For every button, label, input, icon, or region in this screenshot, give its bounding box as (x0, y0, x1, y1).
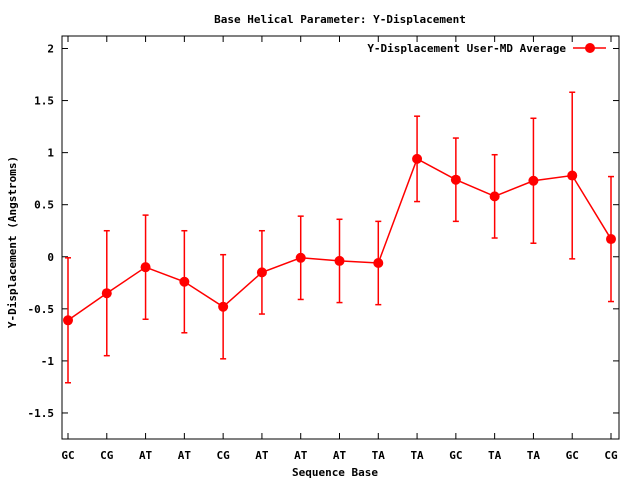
error-bars (65, 91, 614, 384)
x-tick-label: AT (178, 449, 192, 462)
data-point (606, 234, 616, 245)
x-tick-label: GC (566, 449, 579, 462)
data-point (256, 267, 267, 278)
x-axis: GC CG AT AT CG AT AT AT TA TA GC TA TA GC CG (61, 36, 618, 462)
x-tick-label: GC (61, 449, 74, 462)
data-point (528, 175, 539, 186)
x-tick-label: TA (527, 449, 541, 462)
series-line (63, 153, 616, 326)
y-tick-label: 0 (47, 251, 54, 264)
x-tick-label: TA (488, 449, 502, 462)
y-tick-label: -0.5 (28, 303, 55, 316)
x-tick-label: AT (333, 449, 347, 462)
data-point (567, 170, 578, 181)
data-point (450, 174, 461, 185)
x-tick-label: TA (372, 449, 386, 462)
data-point (101, 288, 112, 299)
legend: Y-Displacement User-MD Average (367, 42, 606, 55)
data-point (373, 258, 384, 269)
x-tick-label: CG (100, 449, 114, 462)
legend-label: Y-Displacement User-MD Average (367, 42, 566, 55)
x-axis-label: Sequence Base (292, 466, 378, 479)
data-point (140, 262, 151, 273)
y-tick-label: -1.5 (28, 407, 55, 420)
data-point (295, 252, 306, 263)
data-point (179, 276, 190, 287)
x-tick-label: AT (255, 449, 269, 462)
y-axis: -1.5 -1 -0.5 0 0.5 1 1.5 2 (28, 42, 619, 420)
x-tick-label: AT (294, 449, 308, 462)
x-tick-label: AT (139, 449, 153, 462)
data-point (218, 301, 229, 312)
y-axis-label: Y-Displacement (Angstroms) (6, 156, 19, 328)
x-tick-label: CG (604, 449, 618, 462)
y-tick-label: 1.5 (34, 95, 54, 108)
x-tick-label: CG (217, 449, 231, 462)
y-tick-label: 1 (47, 147, 54, 160)
legend-marker-swatch (585, 43, 595, 53)
x-tick-label: TA (410, 449, 424, 462)
data-point (489, 191, 500, 202)
x-tick-label: GC (449, 449, 462, 462)
plot-frame (61, 35, 620, 440)
data-point (334, 255, 345, 266)
y-tick-label: -1 (41, 355, 55, 368)
y-tick-label: 2 (47, 42, 54, 55)
data-point (63, 315, 73, 326)
data-point (412, 153, 423, 164)
chart-title: Base Helical Parameter: Y-Displacement (214, 13, 466, 26)
y-tick-label: 0.5 (34, 199, 54, 212)
